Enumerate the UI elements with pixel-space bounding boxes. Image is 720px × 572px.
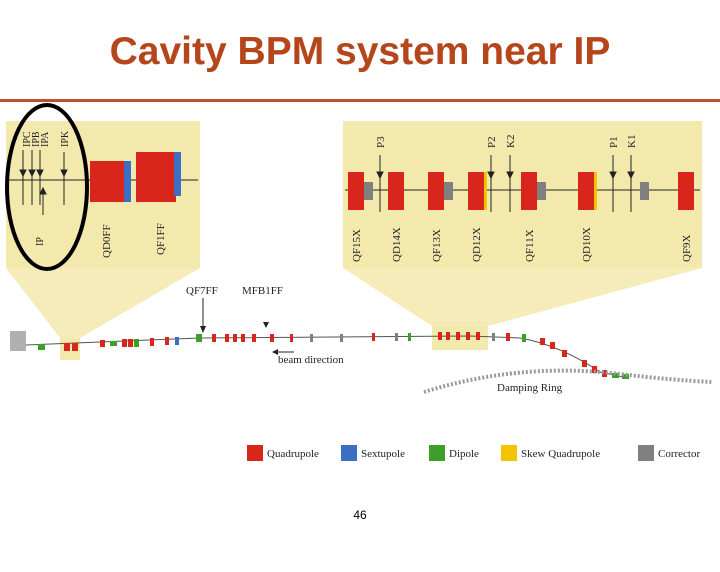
magnet-qf1ff	[136, 152, 176, 202]
magnet-label-qd0ff: QD0FF	[101, 224, 113, 258]
bpm-label-ipb: IPB	[31, 131, 42, 147]
magnet-qd0ff	[90, 161, 126, 202]
bpm-label-ipk: IPK	[60, 130, 71, 147]
sextupole-qd0ff	[124, 161, 131, 202]
magnet-label-qf11x: QF11X	[524, 229, 536, 262]
mfb1ff-arrowhead	[263, 322, 269, 328]
right-zoom-funnel	[343, 268, 702, 326]
sextupole-qf1ff	[174, 152, 181, 196]
bpm-label-k1: K1	[626, 135, 638, 148]
bpm-label-p1: P1	[608, 136, 620, 148]
legend-swatch-skew-quadrupole	[501, 445, 517, 461]
magnet-label-qd12x: QD12X	[471, 227, 483, 262]
bpm-label-ipa: IPA	[40, 131, 51, 147]
label-qf7ff: QF7FF	[186, 285, 218, 297]
legend-swatch-quadrupole	[247, 445, 263, 461]
beam-dump	[10, 331, 26, 351]
page-title: Cavity BPM system near IP	[109, 30, 611, 73]
beamline-diagram: IPC IPB IPA IPK IP QD0FF QF1FF P3 P2 K2 …	[5, 103, 713, 461]
title-divider	[0, 99, 720, 102]
label-mfb1ff: MFB1FF	[242, 285, 283, 297]
legend: Quadrupole Sextupole Dipole Skew Quadrup…	[247, 445, 700, 461]
legend-label-quadrupole: Quadrupole	[267, 448, 319, 460]
ip-highlight-ellipse	[5, 103, 89, 271]
beamline-magnets	[38, 332, 629, 379]
magnet-label-qd14x: QD14X	[391, 227, 403, 262]
magnet-label-qf13x: QF13X	[431, 229, 443, 262]
bpm-label-p3: P3	[375, 136, 387, 148]
legend-label-skew-quadrupole: Skew Quadrupole	[521, 448, 600, 460]
magnet-label-qd10x: QD10X	[581, 227, 593, 262]
label-damping-ring: Damping Ring	[497, 382, 563, 394]
magnet-label-qf9x: QF9X	[681, 234, 693, 262]
left-inset-bpm-markers	[19, 150, 68, 215]
bpm-label-ipc: IPC	[22, 131, 33, 147]
bpm-label-p2: P2	[486, 136, 498, 148]
bpm-label-k2: K2	[505, 135, 517, 148]
legend-swatch-corrector	[638, 445, 654, 461]
magnet-label-qf1ff: QF1FF	[155, 223, 167, 255]
left-zoom-funnel	[6, 268, 200, 338]
legend-label-sextupole: Sextupole	[361, 448, 405, 460]
qf7ff-arrowhead	[200, 326, 206, 333]
magnet-label-qf15x: QF15X	[351, 229, 363, 262]
label-beam-direction: beam direction	[278, 354, 344, 366]
legend-swatch-sextupole	[341, 445, 357, 461]
beam-direction-arrowhead	[272, 349, 278, 355]
page-number: 46	[353, 508, 367, 522]
ip-label: IP	[35, 237, 46, 246]
legend-label-corrector: Corrector	[658, 448, 700, 460]
right-inset-magnets	[348, 172, 694, 210]
right-inset-bpm-markers	[376, 155, 635, 212]
legend-swatch-dipole	[429, 445, 445, 461]
damping-ring-arc	[423, 368, 713, 394]
legend-label-dipole: Dipole	[449, 448, 479, 460]
